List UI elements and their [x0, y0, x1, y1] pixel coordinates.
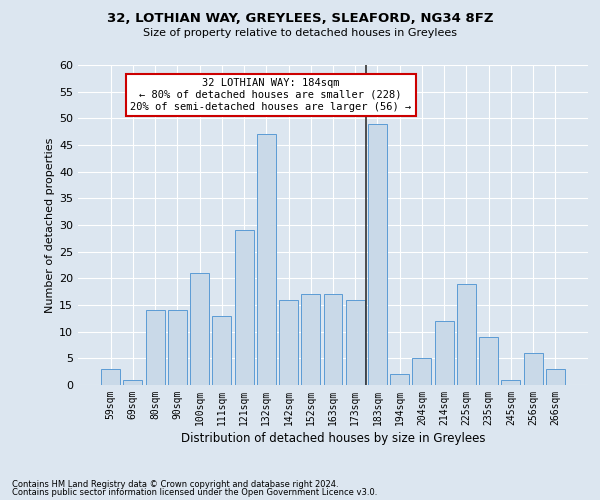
- Y-axis label: Number of detached properties: Number of detached properties: [45, 138, 55, 312]
- Bar: [502, 380, 520, 385]
- Bar: [435, 321, 454, 385]
- Bar: [279, 300, 298, 385]
- Bar: [524, 353, 542, 385]
- Bar: [101, 369, 120, 385]
- Bar: [479, 337, 498, 385]
- Bar: [390, 374, 409, 385]
- Bar: [301, 294, 320, 385]
- Text: 32 LOTHIAN WAY: 184sqm
← 80% of detached houses are smaller (228)
20% of semi-de: 32 LOTHIAN WAY: 184sqm ← 80% of detached…: [130, 78, 412, 112]
- Bar: [190, 273, 209, 385]
- Bar: [412, 358, 431, 385]
- Bar: [124, 380, 142, 385]
- Bar: [346, 300, 365, 385]
- Bar: [235, 230, 254, 385]
- Bar: [457, 284, 476, 385]
- Bar: [257, 134, 276, 385]
- Bar: [546, 369, 565, 385]
- Text: Contains HM Land Registry data © Crown copyright and database right 2024.: Contains HM Land Registry data © Crown c…: [12, 480, 338, 489]
- Bar: [212, 316, 231, 385]
- Bar: [146, 310, 164, 385]
- Bar: [368, 124, 387, 385]
- Bar: [168, 310, 187, 385]
- Bar: [323, 294, 343, 385]
- Text: Contains public sector information licensed under the Open Government Licence v3: Contains public sector information licen…: [12, 488, 377, 497]
- Text: Size of property relative to detached houses in Greylees: Size of property relative to detached ho…: [143, 28, 457, 38]
- X-axis label: Distribution of detached houses by size in Greylees: Distribution of detached houses by size …: [181, 432, 485, 445]
- Text: 32, LOTHIAN WAY, GREYLEES, SLEAFORD, NG34 8FZ: 32, LOTHIAN WAY, GREYLEES, SLEAFORD, NG3…: [107, 12, 493, 26]
